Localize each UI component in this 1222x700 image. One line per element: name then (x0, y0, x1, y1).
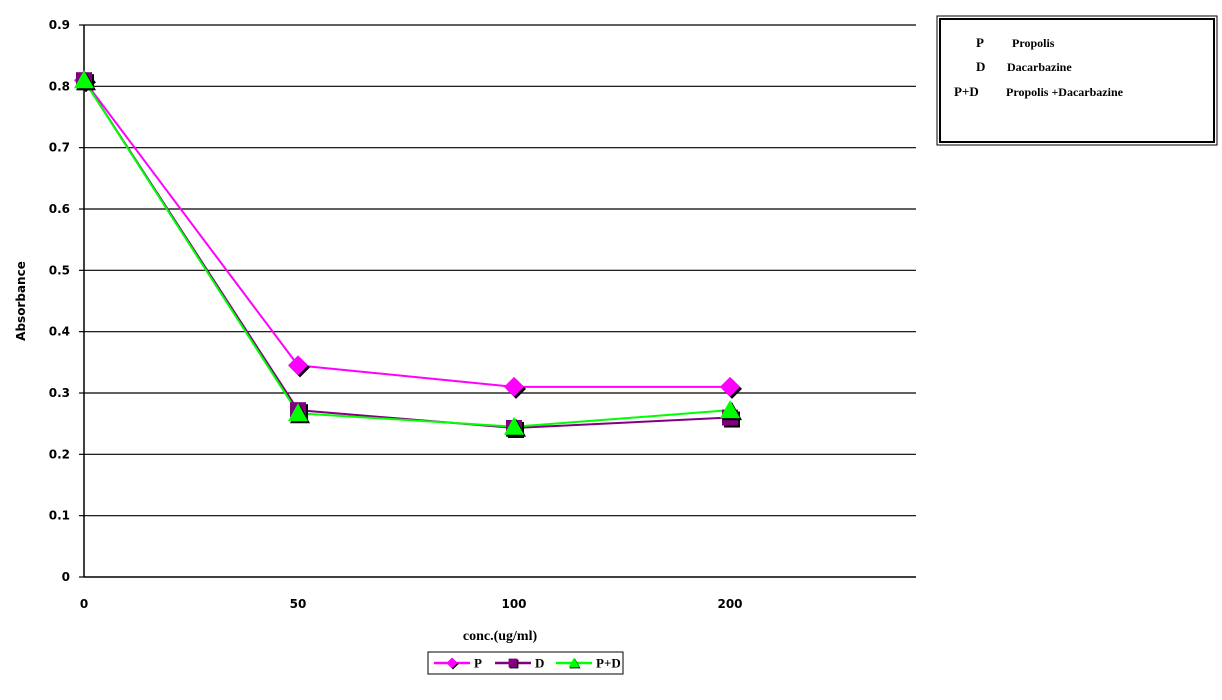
x-tick-labels: 0 50 100 200 (80, 597, 743, 611)
legend-swatch-marker (568, 657, 581, 669)
legend-label: P+D (596, 656, 621, 671)
data-point-pplus-d (720, 400, 742, 421)
key-abbreviation: P+D (954, 84, 979, 99)
series-line-p (83, 79, 730, 388)
key-description: Propolis (1012, 36, 1055, 50)
axes (83, 25, 916, 578)
data-point-p (504, 376, 526, 399)
x-tick-label: 100 (501, 597, 526, 611)
key-description: Dacarbazine (1007, 60, 1072, 74)
y-tick-label: 0.9 (49, 18, 70, 32)
abbreviation-key-box: P Propolis D Dacarbazine P+D Propolis +Dacarb… (936, 15, 1218, 146)
key-box-outer-frame (936, 15, 1218, 146)
x-tick-label: 50 (290, 597, 307, 611)
gridlines (79, 24, 916, 578)
y-tick-label: 0.8 (49, 79, 70, 93)
legend-label: P (474, 656, 482, 671)
key-abbreviation: P (976, 35, 984, 50)
key-description: Propolis +Dacarbazine (1006, 85, 1124, 99)
y-tick-label: 0.4 (49, 325, 70, 339)
data-point-pplus-d (74, 70, 96, 91)
y-tick-labels: 0 0.1 0.2 0.3 0.4 0.5 0.6 0.7 0.8 0.9 (49, 18, 70, 584)
y-tick-label: 0.1 (49, 509, 70, 523)
x-axis-title: conc.(ug/ml) (463, 629, 538, 644)
x-tick-label: 0 (80, 597, 88, 611)
y-tick-label: 0.7 (49, 141, 70, 155)
y-tick-label: 0 (62, 570, 70, 584)
x-tick-label: 200 (717, 597, 742, 611)
data-point-p (720, 376, 742, 399)
key-abbreviation: D (976, 59, 985, 74)
y-tick-label: 0.6 (49, 202, 70, 216)
data-point-pplus-d (288, 403, 310, 424)
series-legend: P D P+D (427, 651, 624, 675)
legend-swatch-marker (508, 658, 519, 669)
legend-label: D (535, 656, 544, 671)
series-line-pplus-d (83, 79, 731, 428)
y-tick-label: 0.3 (49, 386, 70, 400)
y-axis-title: Absorbance (14, 261, 28, 341)
data-point-pplus-d (504, 416, 526, 437)
series-group (74, 70, 742, 438)
legend-swatch-marker (446, 657, 459, 670)
data-point-p (288, 355, 310, 378)
y-tick-label: 0.2 (49, 447, 70, 461)
key-box-inner-frame (939, 18, 1215, 143)
y-tick-label: 0.5 (49, 263, 70, 277)
